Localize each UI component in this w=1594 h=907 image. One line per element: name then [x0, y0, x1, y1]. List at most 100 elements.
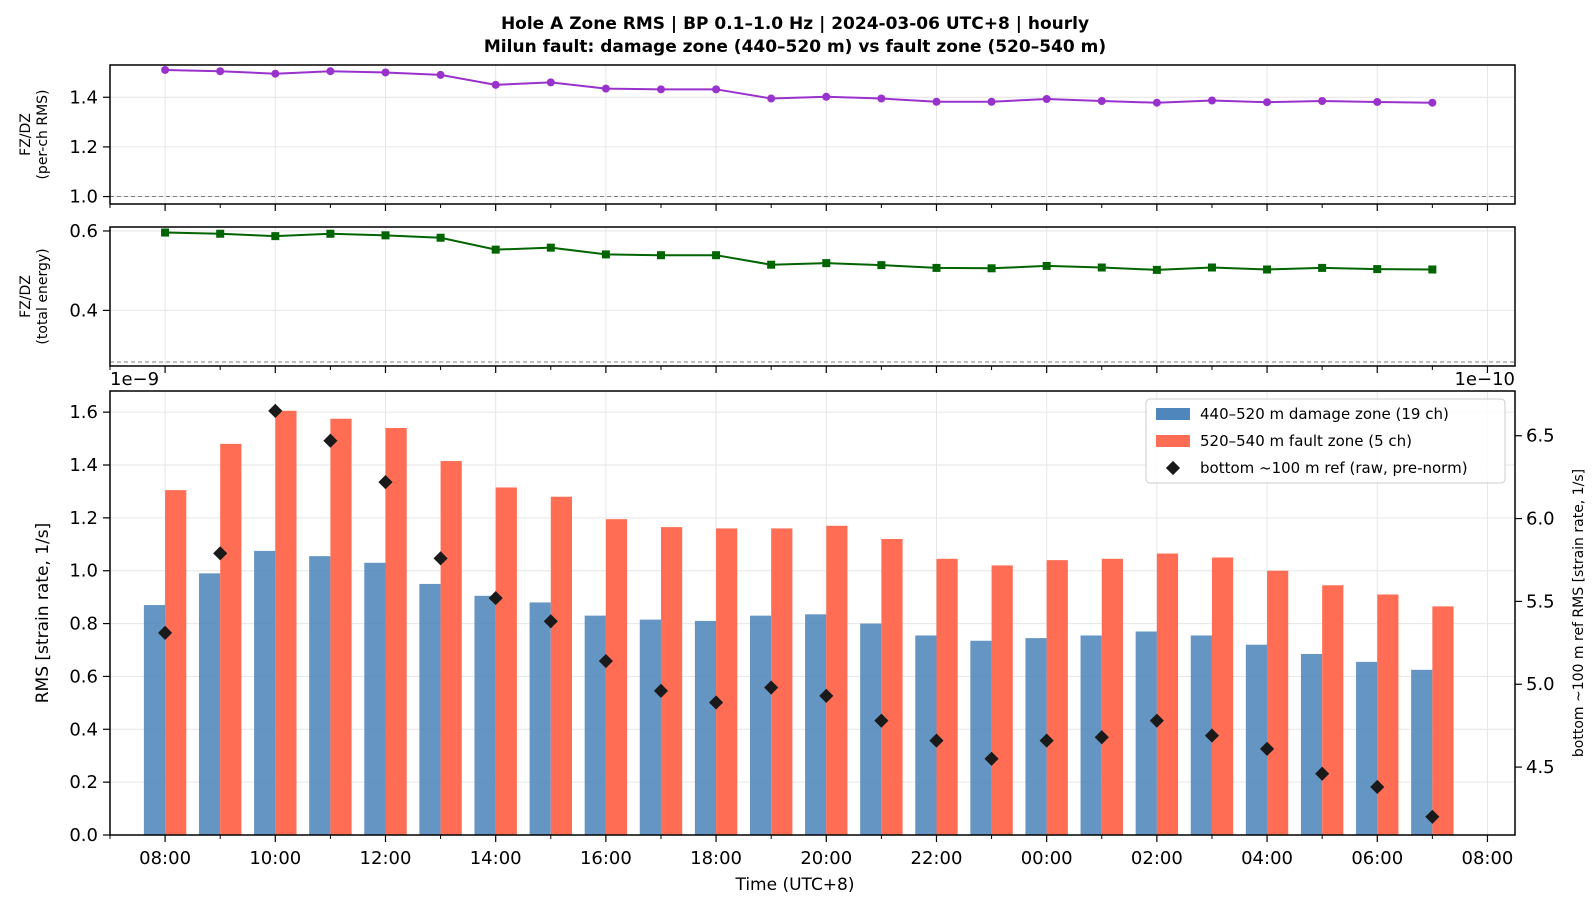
fault-zone-bar: [220, 443, 242, 835]
x-tick-label: 08:00: [1462, 848, 1514, 869]
legend-swatch: [1156, 435, 1190, 447]
data-point: [1263, 265, 1272, 274]
x-tick-label: 16:00: [580, 848, 632, 869]
figure-title-line2: Milun fault: damage zone (440–520 m) vs …: [484, 37, 1106, 57]
data-point: [767, 260, 776, 269]
fault-zone-bar: [1322, 585, 1344, 835]
damage-zone-bar: [1025, 638, 1047, 835]
right-scale-label: 1e−10: [1454, 369, 1515, 390]
fault-zone-bar: [495, 487, 517, 835]
reference-marker: [1425, 809, 1440, 824]
fault-zone-bar: [385, 428, 407, 835]
data-point: [1097, 263, 1106, 272]
fault-zone-bar: [605, 519, 628, 835]
damage-zone-bar: [419, 583, 441, 835]
x-tick-label: 18:00: [690, 848, 742, 869]
fault-zone-bar: [1046, 560, 1068, 835]
damage-zone-bar: [1245, 644, 1268, 835]
data-point: [1428, 98, 1437, 107]
damage-zone-bar: [970, 640, 992, 835]
data-point: [546, 243, 555, 252]
data-point: [877, 94, 886, 103]
damage-zone-bar: [749, 615, 772, 835]
reference-marker: [1259, 741, 1275, 756]
series-line: [165, 68, 1433, 104]
data-point: [1207, 263, 1216, 272]
reference-marker: [323, 433, 338, 448]
y-tick-label: 1.6: [69, 402, 98, 423]
data-point: [1097, 96, 1106, 105]
y-right-tick-label: 5.0: [1526, 674, 1555, 695]
data-point: [1152, 265, 1161, 274]
data-point: [161, 228, 170, 237]
data-point: [1207, 96, 1216, 105]
data-point: [381, 231, 390, 240]
fault-zone-bar: [771, 528, 793, 835]
y-axis-label: RMS [strain rate, 1/s]: [33, 523, 53, 704]
data-point: [1042, 261, 1051, 270]
data-point: [161, 65, 170, 74]
damage-zone-bar: [1135, 631, 1157, 835]
data-point: [877, 261, 886, 270]
data-point: [381, 68, 390, 77]
data-point: [1373, 265, 1382, 274]
fault-zone-bar: [1211, 557, 1234, 835]
data-point: [987, 264, 996, 273]
damage-zone-bar: [584, 615, 606, 835]
reference-marker: [1370, 779, 1385, 795]
data-point: [712, 251, 721, 260]
data-point: [436, 70, 445, 79]
fault-zone-bar: [550, 496, 572, 835]
ratio-rms-panel: 1.0 1.2 1.4 FZ/DZ(per-ch RMS): [18, 64, 1516, 211]
fault-zone-bar: [440, 461, 462, 835]
y-right-tick-label: 5.5: [1526, 591, 1555, 612]
x-axis-label: Time (UTC+8): [734, 875, 854, 895]
damage-zone-bar: [915, 635, 937, 835]
damage-zone-bar: [143, 605, 166, 835]
data-point: [656, 85, 665, 94]
fault-zone-bar: [165, 490, 187, 835]
data-point: [932, 263, 941, 272]
x-tick-label: 22:00: [911, 848, 963, 869]
y-right-tick-label: 6.5: [1526, 426, 1555, 447]
y-tick-label: 1.0: [69, 187, 98, 208]
x-tick-label: 04:00: [1241, 848, 1293, 869]
y-tick-label: 0.4: [69, 719, 98, 740]
legend-label: 440–520 m damage zone (19 ch): [1200, 405, 1449, 423]
data-point: [271, 69, 280, 78]
y-tick-label: 0.6: [69, 666, 98, 687]
reference-marker: [819, 688, 834, 703]
reference-marker: [378, 475, 393, 490]
fault-zone-bar: [936, 558, 958, 835]
damage-zone-bar: [198, 573, 221, 835]
legend-swatch: [1156, 408, 1190, 420]
x-tick-label: 12:00: [360, 848, 412, 869]
reference-marker: [984, 751, 999, 766]
damage-zone-bar: [1411, 669, 1433, 835]
data-point: [601, 250, 610, 259]
data-point: [1318, 263, 1327, 272]
data-point: [1373, 97, 1382, 106]
reference-marker: [874, 713, 889, 728]
damage-zone-bar: [529, 602, 551, 835]
data-point: [216, 67, 225, 76]
damage-zone-bar: [474, 595, 496, 835]
damage-zone-bar: [364, 562, 386, 835]
ratio-rms-frame: [109, 64, 1516, 205]
x-tick-label: 02:00: [1131, 848, 1183, 869]
reference-marker: [653, 683, 669, 698]
series-line: [165, 231, 1433, 271]
x-tick-label: 20:00: [800, 848, 852, 869]
reference-marker: [764, 680, 779, 695]
damage-zone-bar: [639, 619, 661, 835]
x-tick-label: 08:00: [139, 848, 191, 869]
reference-marker: [598, 653, 613, 669]
ratio-energy-frame: [109, 226, 1516, 367]
data-point: [822, 92, 831, 101]
data-point: [436, 233, 445, 242]
legend-box: [1145, 398, 1506, 484]
legend-label: 520–540 m fault zone (5 ch): [1200, 432, 1412, 450]
fault-zone-bar: [1156, 553, 1179, 835]
reference-marker: [709, 695, 724, 710]
